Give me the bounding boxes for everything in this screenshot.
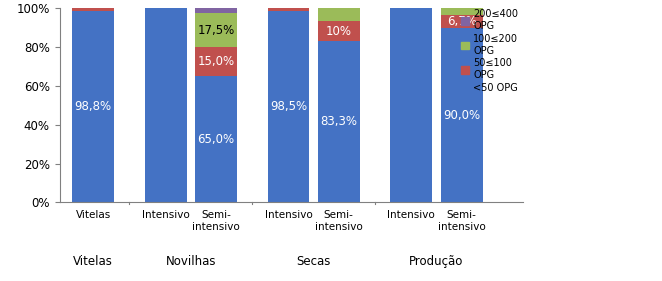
Bar (267, 11, 309, 202)
Legend: 200≤400
OPG, 100≤200
OPG, 50≤100
OPG, <50 OPG: 200≤400 OPG, 100≤200 OPG, 50≤100 OPG, <5… (461, 9, 518, 93)
Text: 17,5%: 17,5% (197, 24, 234, 37)
Text: 98,5%: 98,5% (270, 100, 307, 113)
Text: Vitelas: Vitelas (73, 255, 113, 268)
Text: 6,7%: 6,7% (447, 15, 477, 28)
Text: 83,3%: 83,3% (320, 115, 357, 128)
Text: Novilhas: Novilhas (166, 255, 216, 268)
Bar (391, 8, 432, 202)
Text: 98,8%: 98,8% (75, 100, 112, 113)
Bar (145, 8, 187, 202)
Bar (195, 76, 237, 202)
Bar (318, 8, 359, 21)
Text: Produção: Produção (409, 255, 463, 268)
Bar (195, 8, 237, 13)
Bar (318, 21, 359, 41)
Bar (441, 28, 483, 202)
Text: 90,0%: 90,0% (443, 108, 480, 122)
Text: 10%: 10% (326, 25, 352, 38)
Bar (72, 11, 114, 202)
Text: 65,0%: 65,0% (197, 133, 234, 146)
Bar (318, 41, 359, 202)
Bar (195, 47, 237, 76)
Text: 15,0%: 15,0% (197, 55, 234, 68)
Text: Secas: Secas (297, 255, 331, 268)
Bar (195, 13, 237, 47)
Bar (441, 8, 483, 15)
Bar (441, 15, 483, 28)
Bar (267, 8, 309, 11)
Bar (72, 8, 114, 11)
